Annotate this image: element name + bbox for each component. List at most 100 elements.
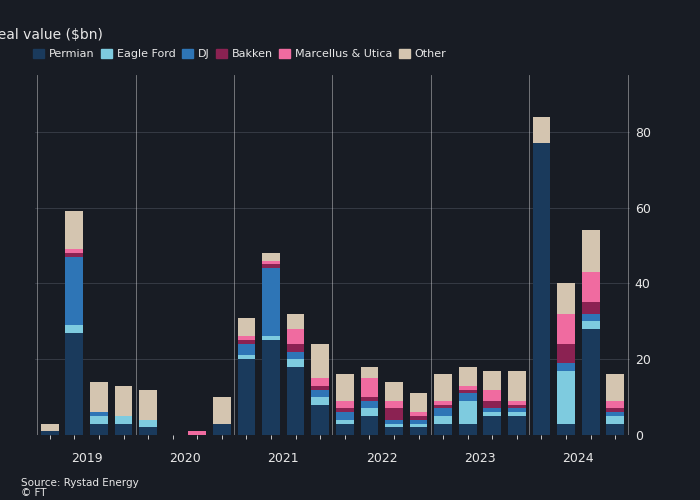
- Bar: [484, 401, 501, 408]
- Text: 2019: 2019: [71, 452, 102, 465]
- Bar: [336, 412, 354, 420]
- Bar: [434, 401, 452, 404]
- Bar: [459, 386, 477, 390]
- Bar: [360, 408, 378, 416]
- Bar: [360, 401, 378, 408]
- Bar: [606, 401, 624, 408]
- Bar: [287, 329, 304, 344]
- Bar: [90, 412, 108, 416]
- Bar: [262, 253, 280, 260]
- Bar: [115, 416, 132, 424]
- Bar: [557, 363, 575, 370]
- Bar: [606, 424, 624, 435]
- Bar: [139, 390, 157, 420]
- Bar: [237, 318, 256, 336]
- Bar: [66, 212, 83, 250]
- Bar: [410, 420, 428, 424]
- Bar: [139, 420, 157, 428]
- Bar: [336, 374, 354, 401]
- Bar: [434, 374, 452, 401]
- Bar: [336, 420, 354, 424]
- Bar: [90, 424, 108, 435]
- Bar: [41, 424, 59, 431]
- Bar: [484, 412, 501, 416]
- Bar: [237, 336, 256, 340]
- Bar: [606, 412, 624, 416]
- Bar: [66, 332, 83, 435]
- Bar: [459, 367, 477, 386]
- Bar: [410, 428, 428, 435]
- Bar: [484, 416, 501, 435]
- Bar: [508, 404, 526, 408]
- Bar: [213, 424, 231, 435]
- Bar: [557, 314, 575, 344]
- Bar: [533, 143, 550, 435]
- Bar: [115, 424, 132, 435]
- Bar: [434, 424, 452, 435]
- Bar: [312, 404, 329, 435]
- Bar: [582, 314, 599, 322]
- Bar: [484, 390, 501, 401]
- Bar: [459, 394, 477, 401]
- Bar: [557, 284, 575, 314]
- Text: 2023: 2023: [464, 452, 496, 465]
- Legend: Permian, Eagle Ford, DJ, Bakken, Marcellus & Utica, Other: Permian, Eagle Ford, DJ, Bakken, Marcell…: [29, 44, 451, 64]
- Bar: [459, 424, 477, 435]
- Bar: [508, 408, 526, 412]
- Bar: [287, 352, 304, 359]
- Bar: [139, 428, 157, 435]
- Bar: [508, 412, 526, 416]
- Bar: [312, 390, 329, 397]
- Bar: [582, 322, 599, 329]
- Bar: [606, 408, 624, 412]
- Bar: [66, 250, 83, 253]
- Bar: [582, 302, 599, 314]
- Bar: [188, 431, 206, 435]
- Bar: [582, 329, 599, 435]
- Text: 2020: 2020: [169, 452, 201, 465]
- Bar: [287, 359, 304, 367]
- Text: 2022: 2022: [366, 452, 398, 465]
- Bar: [557, 344, 575, 363]
- Bar: [336, 401, 354, 408]
- Bar: [336, 408, 354, 412]
- Bar: [459, 390, 477, 394]
- Bar: [484, 408, 501, 412]
- Text: 2024: 2024: [563, 452, 594, 465]
- Bar: [385, 428, 402, 435]
- Bar: [360, 367, 378, 378]
- Bar: [312, 386, 329, 390]
- Bar: [410, 394, 428, 412]
- Bar: [237, 340, 256, 344]
- Bar: [385, 382, 402, 401]
- Bar: [237, 359, 256, 435]
- Bar: [287, 314, 304, 329]
- Bar: [410, 412, 428, 416]
- Bar: [213, 397, 231, 423]
- Bar: [533, 116, 550, 143]
- Bar: [90, 416, 108, 424]
- Bar: [385, 420, 402, 424]
- Bar: [262, 268, 280, 336]
- Bar: [434, 408, 452, 416]
- Bar: [459, 401, 477, 423]
- Bar: [66, 253, 83, 257]
- Bar: [385, 408, 402, 420]
- Bar: [115, 386, 132, 416]
- Bar: [434, 404, 452, 408]
- Bar: [66, 325, 83, 332]
- Text: 2021: 2021: [267, 452, 299, 465]
- Bar: [312, 344, 329, 378]
- Bar: [508, 416, 526, 435]
- Text: Source: Rystad Energy: Source: Rystad Energy: [21, 478, 139, 488]
- Bar: [237, 356, 256, 359]
- Bar: [262, 264, 280, 268]
- Bar: [360, 397, 378, 401]
- Bar: [606, 374, 624, 401]
- Bar: [41, 431, 59, 435]
- Bar: [336, 424, 354, 435]
- Bar: [385, 424, 402, 428]
- Bar: [360, 416, 378, 435]
- Bar: [410, 424, 428, 428]
- Bar: [287, 367, 304, 435]
